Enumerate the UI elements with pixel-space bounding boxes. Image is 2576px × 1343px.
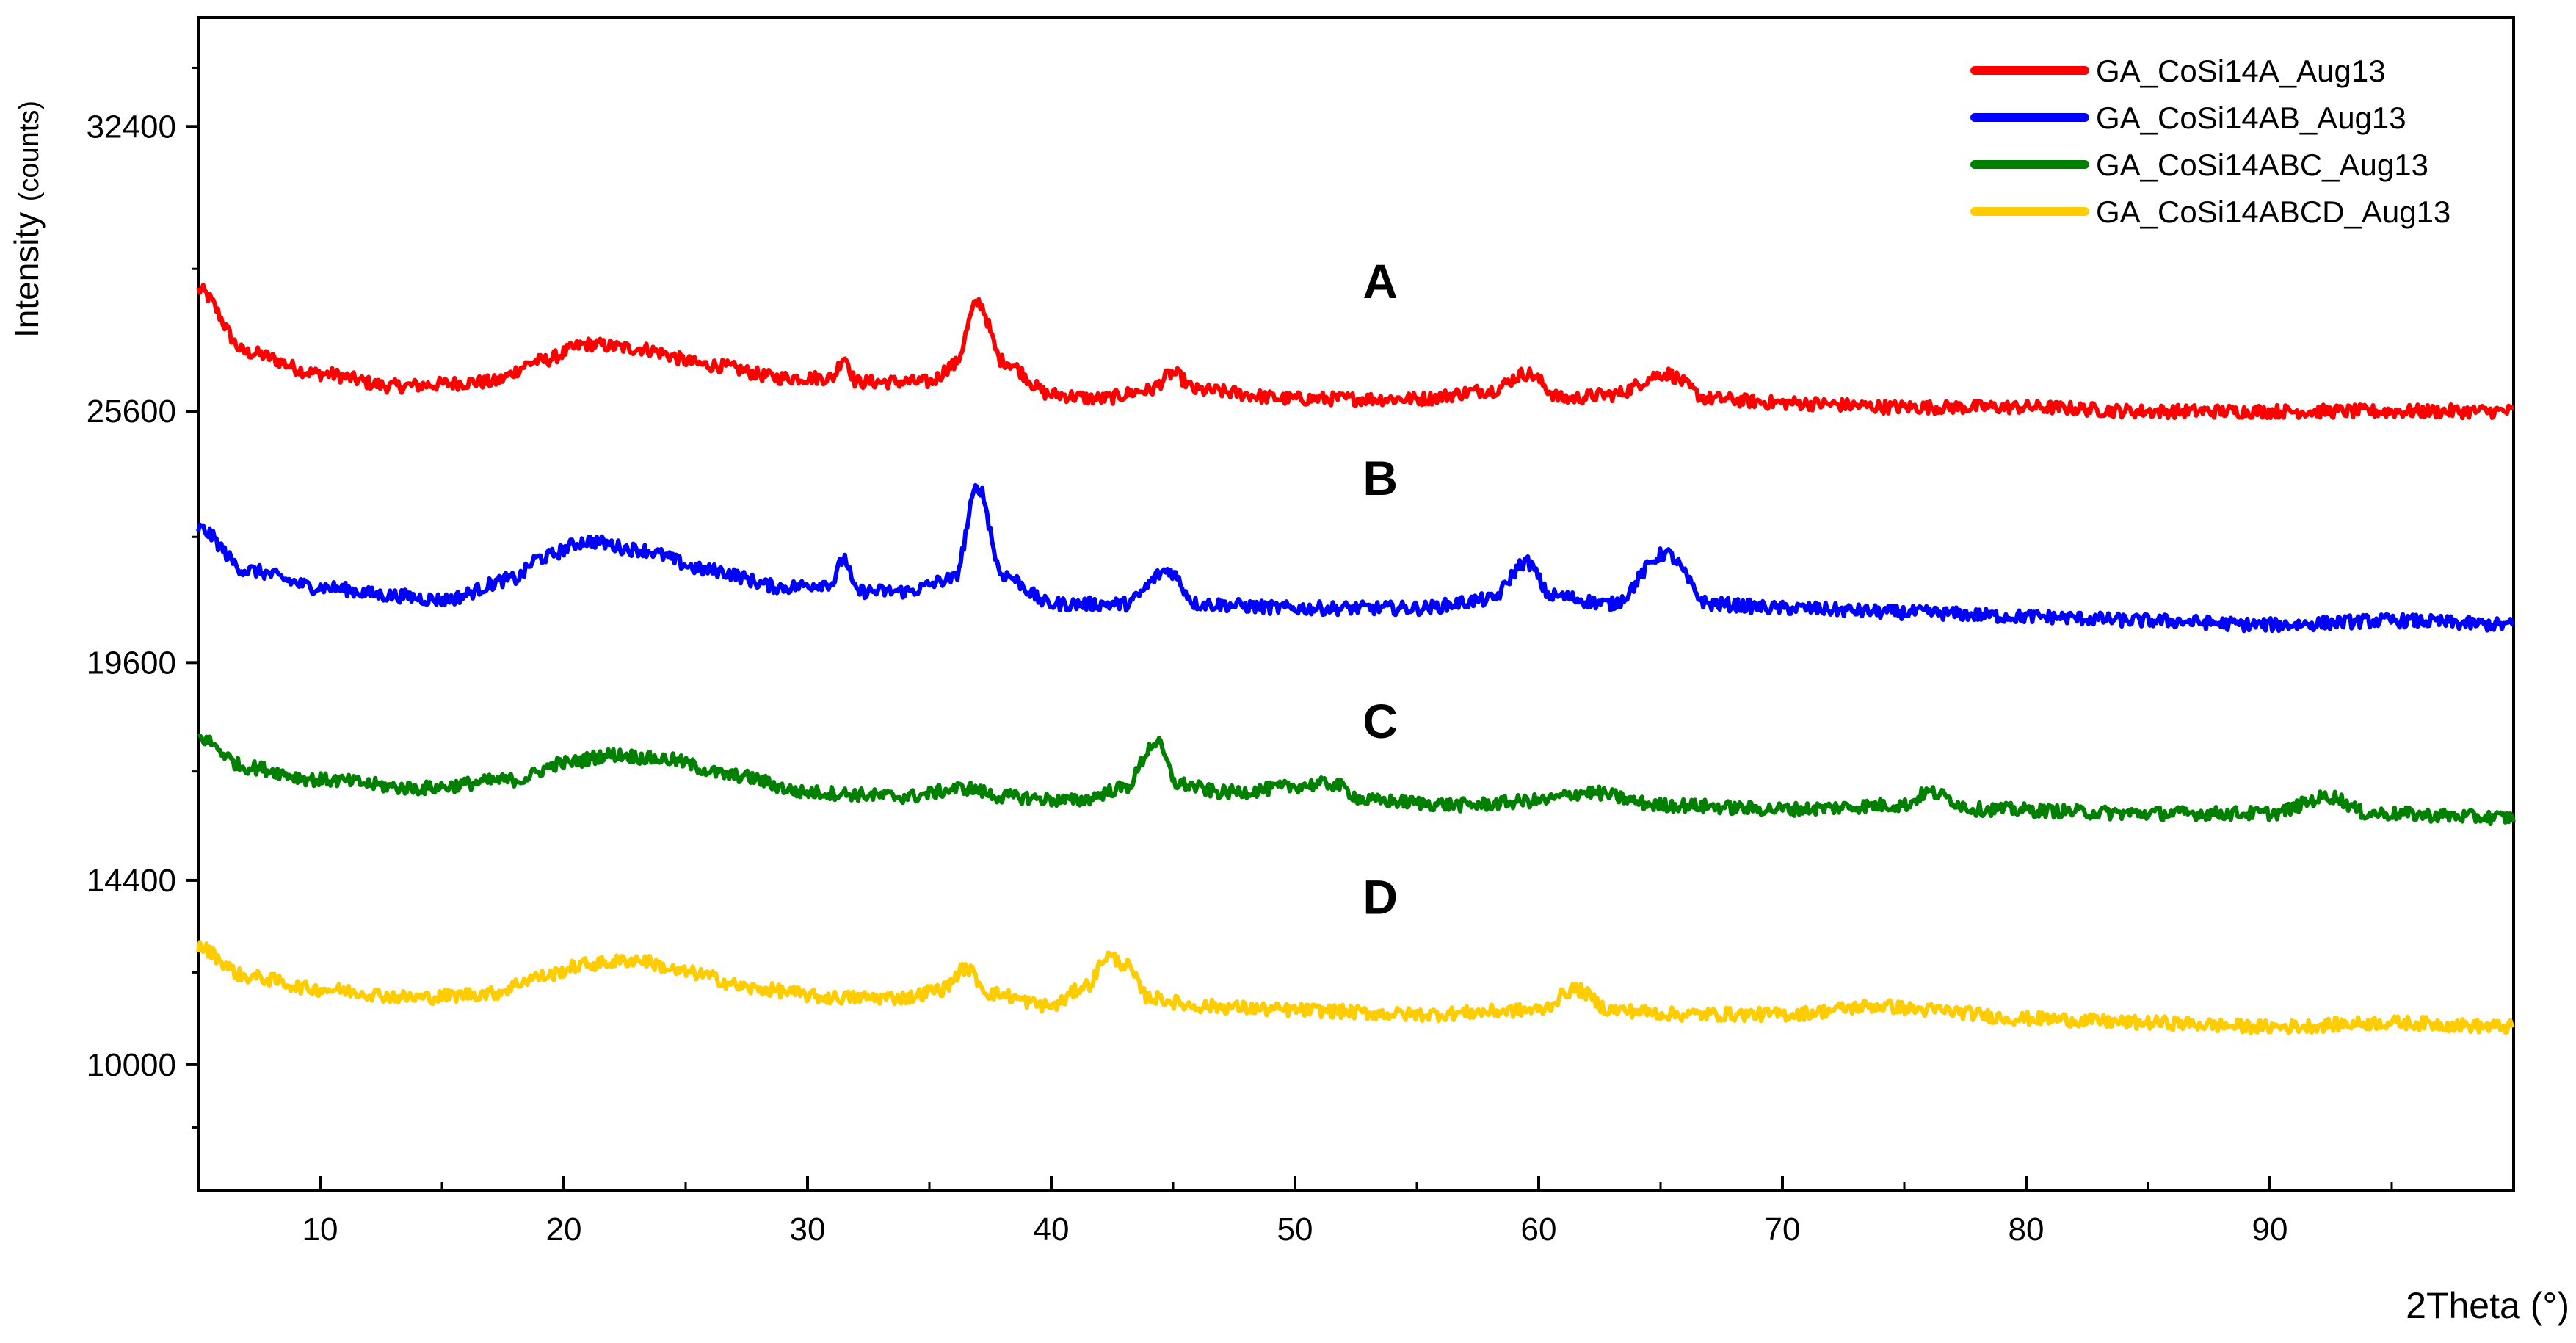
y-axis-label-main: Intensity xyxy=(7,212,46,338)
y-tick-label: 32400 xyxy=(87,109,176,145)
legend-entry: GA_CoSi14A_Aug13 xyxy=(2096,54,2386,88)
legend: GA_CoSi14A_Aug13 GA_CoSi14AB_Aug13 GA_CoSi… xyxy=(1970,54,2450,229)
y-tick-label: 10000 xyxy=(87,1047,176,1083)
legend-entry: GA_CoSi14ABC_Aug13 xyxy=(2096,148,2428,182)
x-tick-label: 70 xyxy=(1765,1212,1801,1248)
legend-entry: GA_CoSi14AB_Aug13 xyxy=(2096,101,2406,135)
series-line-a xyxy=(196,283,2514,421)
x-tick-label: 50 xyxy=(1277,1212,1313,1248)
x-tick-label: 80 xyxy=(2009,1212,2045,1248)
y-tick-label: 25600 xyxy=(87,394,176,430)
plot-frame xyxy=(197,16,2515,1192)
y-tick-label: 19600 xyxy=(87,645,176,681)
series-layer xyxy=(196,283,2516,1036)
x-tick-label: 30 xyxy=(790,1212,826,1248)
y-tick-label: 14400 xyxy=(87,863,176,899)
series-line-c xyxy=(197,733,2516,826)
y-axis-label: Intensity (counts) xyxy=(7,101,46,338)
x-tick-label: 10 xyxy=(302,1212,338,1248)
x-axis-label: 2Theta (°) xyxy=(2406,1285,2569,1326)
curve-label-a: A xyxy=(1363,254,1398,308)
x-tick-label: 20 xyxy=(546,1212,582,1248)
series-line-d xyxy=(196,940,2515,1036)
x-axis-ticks: 10 20 30 40 50 60 70 80 90 xyxy=(197,1176,2393,1248)
curve-label-c: C xyxy=(1363,694,1398,748)
curve-labels: A B C D xyxy=(1363,254,1398,924)
series-line-b xyxy=(196,482,2515,634)
curve-label-b: B xyxy=(1363,451,1398,505)
x-tick-label: 90 xyxy=(2252,1212,2288,1248)
x-tick-label: 40 xyxy=(1034,1212,1070,1248)
y-axis-ticks: 10000 14400 19600 25600 32400 xyxy=(87,66,198,1129)
legend-entry: GA_CoSi14ABCD_Aug13 xyxy=(2096,195,2450,229)
y-axis-label-unit: (counts) xyxy=(14,101,45,201)
x-tick-label: 60 xyxy=(1521,1212,1557,1248)
curve-label-d: D xyxy=(1363,870,1398,924)
